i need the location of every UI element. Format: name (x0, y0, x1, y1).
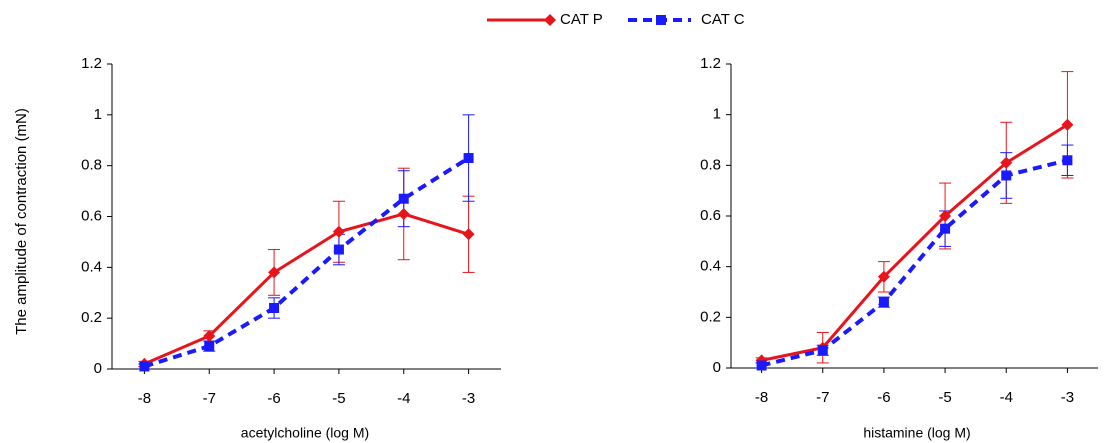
legend-label: CAT C (701, 11, 745, 28)
data-point (397, 207, 410, 220)
y-tick-label: 0.6 (81, 207, 102, 224)
x-tick-label: -4 (1000, 389, 1013, 406)
x-tick-label: -8 (755, 389, 768, 406)
y-tick-label: 0.8 (700, 156, 721, 173)
x-tick-label: -8 (138, 390, 151, 407)
x-axis-label: acetylcholine (log M) (241, 425, 369, 441)
y-tick-label: 0.2 (700, 308, 721, 325)
data-point (462, 228, 475, 241)
y-tick-label: 1 (94, 106, 102, 123)
x-tick-label: -5 (938, 389, 951, 406)
data-point (939, 210, 952, 222)
data-point (333, 244, 344, 255)
series-line (143, 212, 470, 366)
data-point (878, 297, 889, 308)
legend-label: CAT P (560, 11, 603, 28)
data-point (817, 345, 828, 356)
data-point (1061, 118, 1074, 131)
data-point (332, 225, 345, 238)
data-point (139, 361, 150, 372)
x-tick-label: -3 (462, 390, 475, 407)
y-tick-label: 1.2 (700, 55, 721, 72)
series-line (143, 156, 470, 369)
data-point (463, 153, 474, 164)
x-tick-label: -6 (267, 390, 280, 407)
x-axis-label: histamine (log M) (863, 425, 970, 441)
data-point (940, 223, 951, 234)
x-tick-label: -7 (816, 389, 829, 406)
series-line (761, 158, 1068, 368)
y-axis-label: The amplitude of contraction (mN) (13, 108, 30, 335)
y-tick-label: 0 (713, 359, 721, 376)
y-tick-label: 1 (713, 106, 721, 123)
data-point (756, 360, 767, 371)
data-point (1062, 155, 1073, 166)
data-point (204, 341, 215, 352)
series-line (761, 123, 1069, 362)
y-tick-label: 0.8 (81, 157, 102, 174)
y-tick-label: 1.2 (81, 55, 102, 72)
data-point (269, 303, 280, 313)
y-tick-label: 0.4 (700, 258, 721, 275)
y-tick-label: 0 (94, 360, 102, 377)
x-tick-label: -7 (203, 390, 216, 407)
data-point (203, 329, 216, 342)
data-point (398, 193, 409, 204)
data-point (1001, 170, 1012, 181)
x-tick-label: -4 (397, 390, 410, 407)
data-point (877, 270, 890, 283)
x-tick-label: -3 (1061, 389, 1074, 406)
y-tick-label: 0.6 (700, 207, 721, 224)
legend-marker (656, 15, 666, 25)
y-tick-label: 0.4 (81, 258, 102, 275)
y-tick-label: 0.2 (81, 309, 102, 326)
x-tick-label: -5 (332, 390, 345, 407)
data-point (268, 266, 281, 279)
data-point (1000, 156, 1013, 169)
legend-marker (544, 14, 556, 26)
x-tick-label: -6 (877, 389, 890, 406)
